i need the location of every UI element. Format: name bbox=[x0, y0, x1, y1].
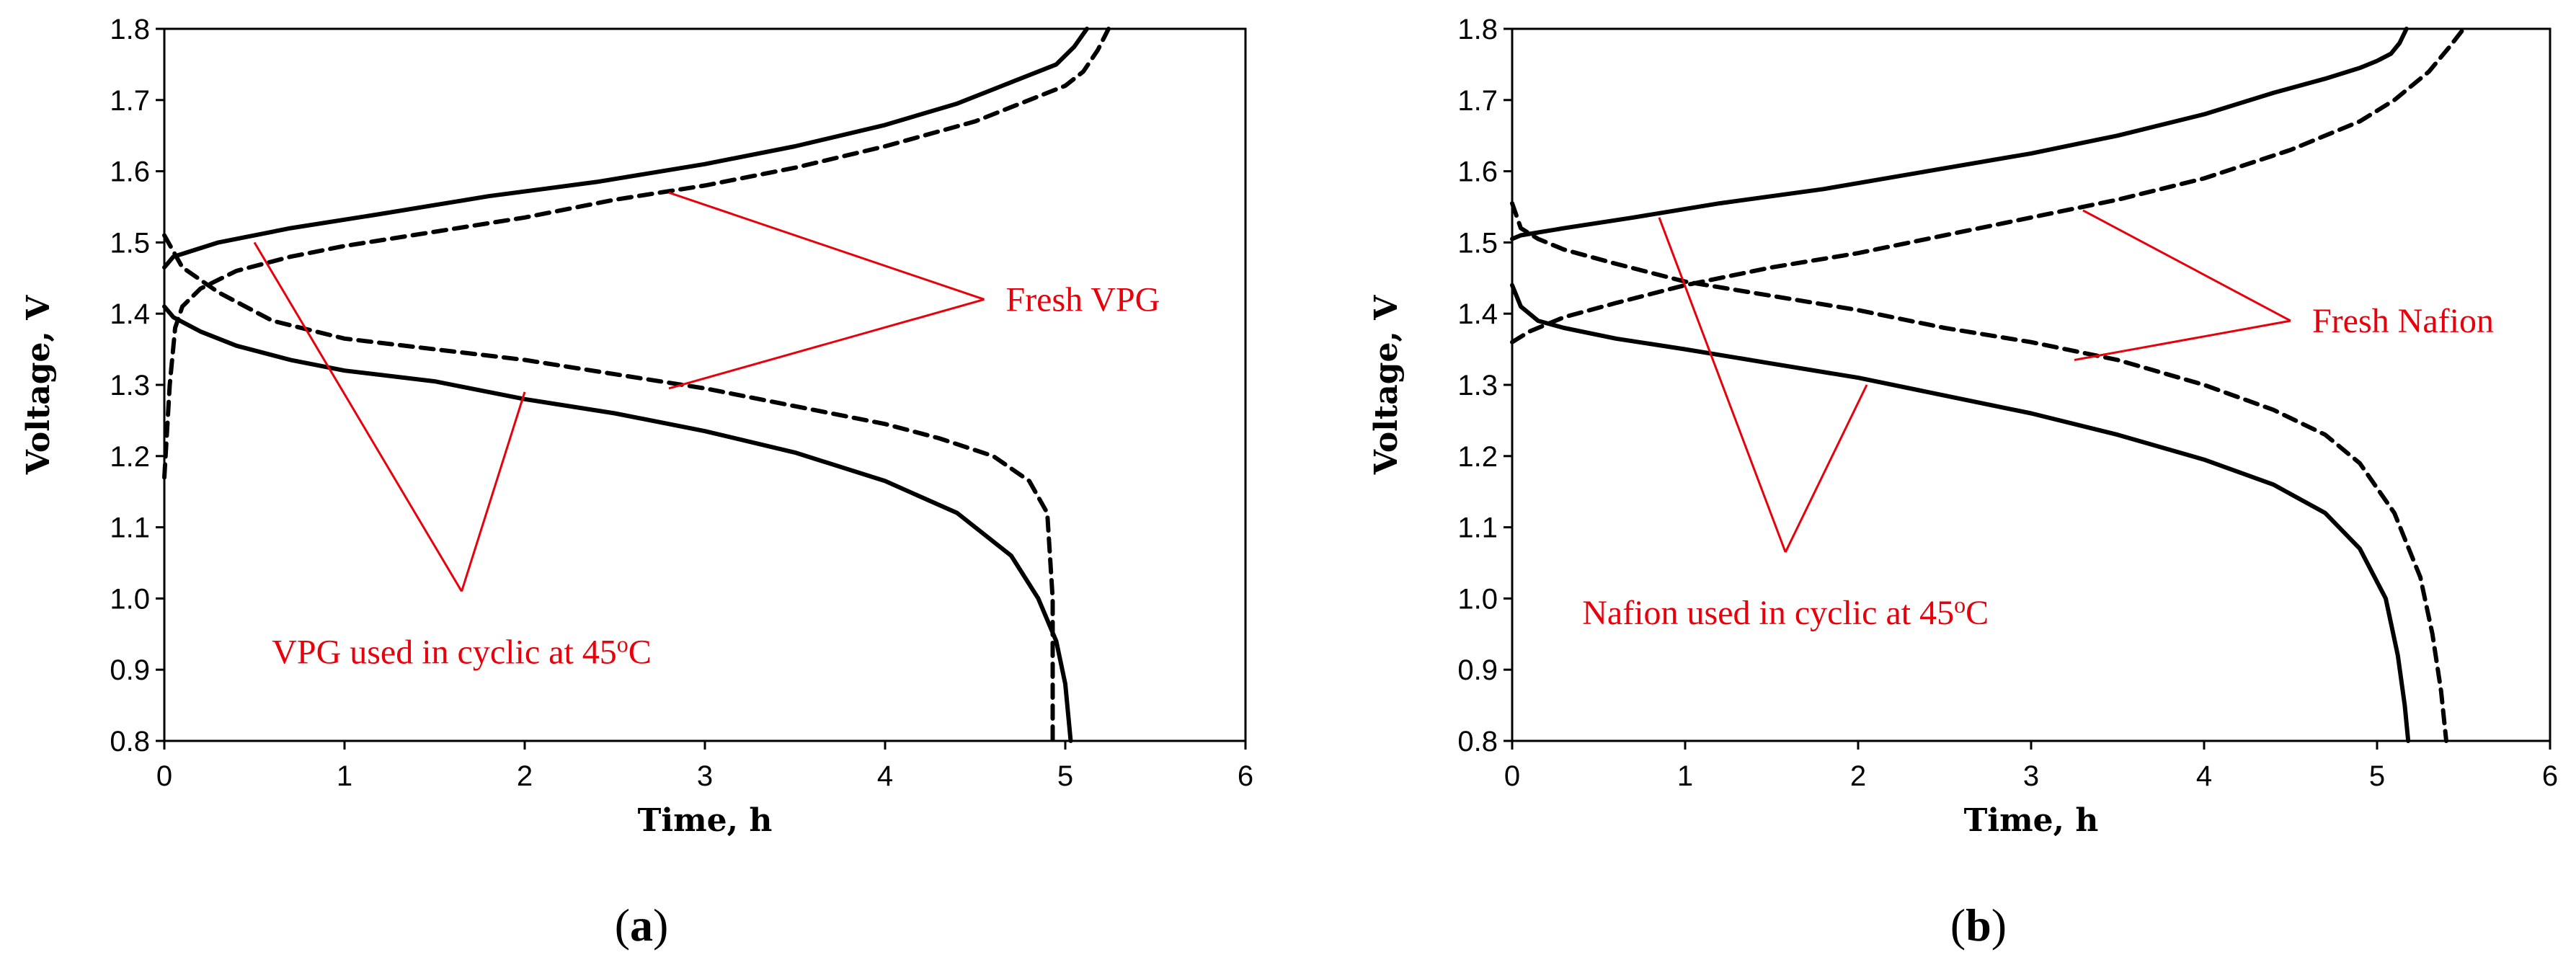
x-tick-label: 4 bbox=[2196, 760, 2212, 792]
x-tick-label: 3 bbox=[2023, 760, 2039, 792]
annotation-label: Fresh VPG bbox=[1006, 280, 1160, 319]
annotation-leader-line bbox=[2074, 319, 2291, 361]
annotation-leader-line bbox=[2082, 209, 2291, 322]
annotation-label: Fresh Nafion bbox=[2312, 302, 2494, 340]
annotation-leader-line bbox=[1658, 217, 1787, 553]
series-line-dashed-2 bbox=[162, 27, 1111, 480]
series-line-dashed-2 bbox=[1510, 27, 2466, 345]
y-axis-label: Voltage, V bbox=[1368, 295, 1405, 475]
annotation-label: VPG used in cyclic at 45oC bbox=[272, 631, 652, 672]
x-tick-label: 0 bbox=[1504, 760, 1520, 792]
y-tick-label: 0.8 bbox=[1457, 726, 1498, 757]
y-tick-label: 1.5 bbox=[1457, 227, 1498, 259]
y-tick-label: 1.3 bbox=[110, 370, 150, 401]
x-axis-label: Time, h bbox=[638, 802, 773, 839]
y-tick-label: 1.5 bbox=[110, 227, 150, 259]
x-tick-label: 5 bbox=[1057, 760, 1073, 792]
annotation-label: Nafion used in cyclic at 45oC bbox=[1582, 592, 1989, 632]
y-tick-label: 1.7 bbox=[110, 85, 150, 117]
y-tick-label: 1.1 bbox=[1457, 512, 1498, 544]
annotation-leader-line bbox=[461, 391, 526, 592]
panel-b-chart: 0 1 2 3 4 5 6 0.8 0.9 1.0 1.1 1.2 1.3 1.4 1.5 1.6 1.7 1.8… bbox=[1368, 14, 2558, 951]
y-tick-label: 1.8 bbox=[110, 14, 150, 45]
y-tick-label: 1.3 bbox=[1457, 370, 1498, 401]
annotation-leader-line bbox=[1784, 384, 1868, 553]
annotation-leader-line bbox=[668, 298, 985, 390]
x-tick-label: 2 bbox=[1850, 760, 1866, 792]
y-tick-label: 1.1 bbox=[110, 512, 150, 544]
y-tick-label: 0.9 bbox=[110, 654, 150, 686]
panel-a-chart: 0 1 2 3 4 5 6 0.8 0.9 1.0 1.1 1.2 1.3 1.4 1.5 1.6 1.7 1.8… bbox=[20, 14, 1253, 951]
y-axis-label: Voltage, V bbox=[20, 295, 57, 475]
x-tick-label: 5 bbox=[2369, 760, 2385, 792]
y-tick-label: 1.2 bbox=[1457, 441, 1498, 473]
y-tick-label: 0.9 bbox=[1457, 654, 1498, 686]
x-tick-label: 0 bbox=[156, 760, 172, 792]
series-line-solid-1 bbox=[1510, 283, 2411, 743]
annotation-leader-line bbox=[253, 241, 463, 592]
y-tick-label: 1.7 bbox=[1457, 85, 1498, 117]
y-tick-label: 1.0 bbox=[110, 583, 150, 615]
y-tick-label: 0.8 bbox=[110, 726, 150, 757]
y-tick-label: 1.4 bbox=[110, 298, 150, 330]
panel-caption: (a) bbox=[615, 899, 669, 951]
x-axis-label: Time, h bbox=[1964, 802, 2099, 839]
y-tick-label: 1.6 bbox=[110, 156, 150, 188]
x-tick-label: 6 bbox=[2542, 760, 2558, 792]
series-line-solid-0 bbox=[162, 27, 1089, 270]
y-tick-label: 1.0 bbox=[1457, 583, 1498, 615]
annotation-leader-line bbox=[668, 191, 985, 301]
series-line-dashed-3 bbox=[162, 233, 1055, 743]
series-line-dashed-3 bbox=[1510, 201, 2448, 743]
y-tick-label: 1.2 bbox=[110, 441, 150, 473]
x-tick-label: 2 bbox=[517, 760, 533, 792]
y-tick-label: 1.8 bbox=[1457, 14, 1498, 45]
panel-caption: (b) bbox=[1950, 899, 2007, 951]
x-tick-label: 1 bbox=[337, 760, 352, 792]
x-tick-label: 3 bbox=[697, 760, 713, 792]
x-tick-label: 1 bbox=[1677, 760, 1693, 792]
y-tick-label: 1.4 bbox=[1457, 298, 1498, 330]
series-line-solid-0 bbox=[1510, 27, 2409, 241]
x-tick-label: 6 bbox=[1238, 760, 1253, 792]
series-line-solid-1 bbox=[162, 304, 1073, 743]
x-tick-label: 4 bbox=[877, 760, 893, 792]
y-tick-label: 1.6 bbox=[1457, 156, 1498, 188]
